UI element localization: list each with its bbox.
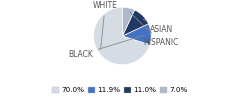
Text: BLACK: BLACK bbox=[68, 35, 144, 59]
Text: ASIAN: ASIAN bbox=[143, 19, 173, 34]
Wedge shape bbox=[122, 7, 135, 36]
Wedge shape bbox=[94, 7, 150, 65]
Text: HISPANIC: HISPANIC bbox=[130, 13, 179, 47]
Text: WHITE: WHITE bbox=[93, 1, 118, 49]
Legend: 70.0%, 11.9%, 11.0%, 7.0%: 70.0%, 11.9%, 11.0%, 7.0% bbox=[49, 84, 191, 96]
Wedge shape bbox=[122, 24, 151, 45]
Wedge shape bbox=[122, 10, 149, 36]
